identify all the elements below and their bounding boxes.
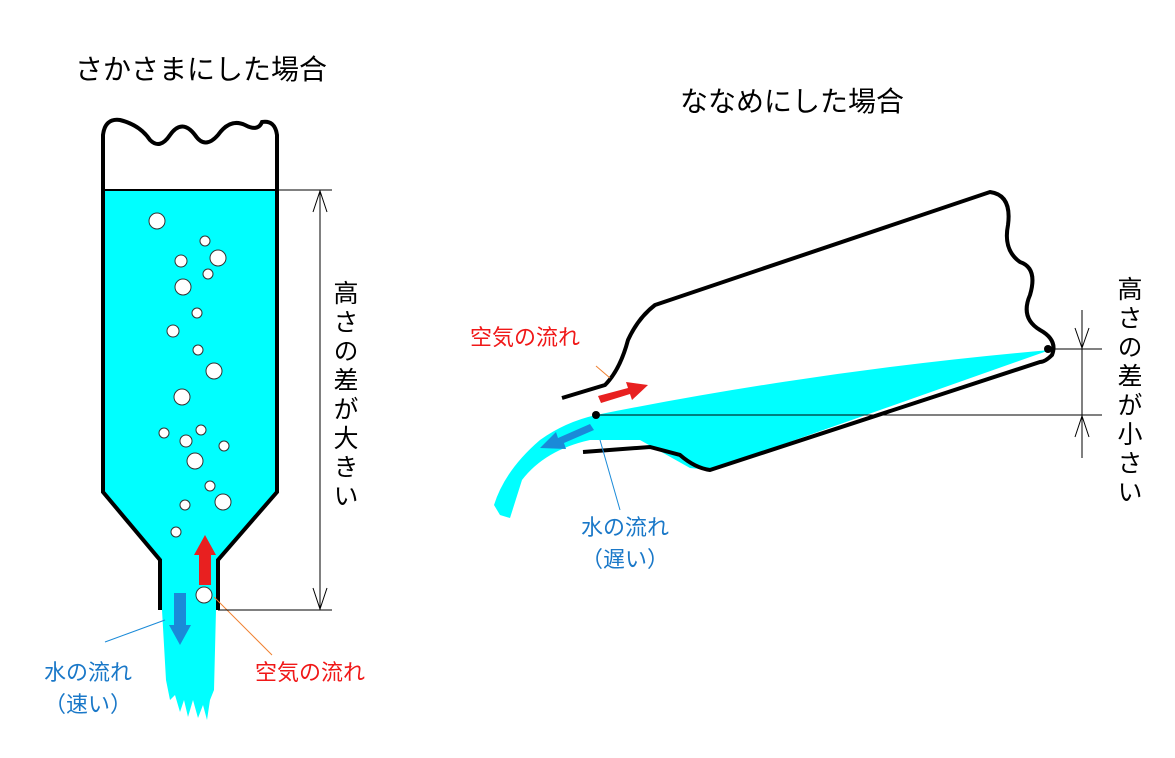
tilted-bottle: [494, 189, 1102, 518]
water-flow-label-left: 水の流れ （速い）: [33, 655, 143, 719]
water-flow-text: 水の流れ: [580, 516, 669, 541]
water-flow-label-right: 水の流れ （遅い）: [570, 510, 680, 574]
bubbles: [148, 212, 232, 604]
water-flow-speed: （速い）: [43, 693, 132, 718]
height-label-small: 高さの差が小さい: [1114, 276, 1143, 508]
air-arrow-icon: [598, 382, 648, 403]
bottle-outline-right: [561, 189, 1056, 473]
title-upside-down: さかさまにした場合: [75, 53, 328, 86]
water-fill-right: [494, 350, 1050, 518]
water-flow-text: 水の流れ: [43, 661, 132, 686]
height-dimension-left: [218, 189, 332, 611]
height-dimension-right: [596, 310, 1102, 458]
water-arrow-icon: [540, 424, 594, 449]
water-stream-left: [162, 610, 216, 720]
air-flow-label-right: 空気の流れ: [470, 326, 581, 351]
water-flow-speed: （遅い）: [580, 548, 669, 573]
title-tilted: ななめにした場合: [680, 85, 905, 118]
height-label-large: 高さの差が大きい: [330, 280, 359, 512]
air-arrow-icon: [194, 535, 216, 585]
water-arrow-icon: [169, 593, 191, 645]
bottle-outline-left: [101, 117, 279, 610]
water-fill-left: [103, 190, 277, 610]
air-flow-label-left: 空気の流れ: [255, 661, 366, 686]
upside-down-bottle: [101, 117, 332, 720]
